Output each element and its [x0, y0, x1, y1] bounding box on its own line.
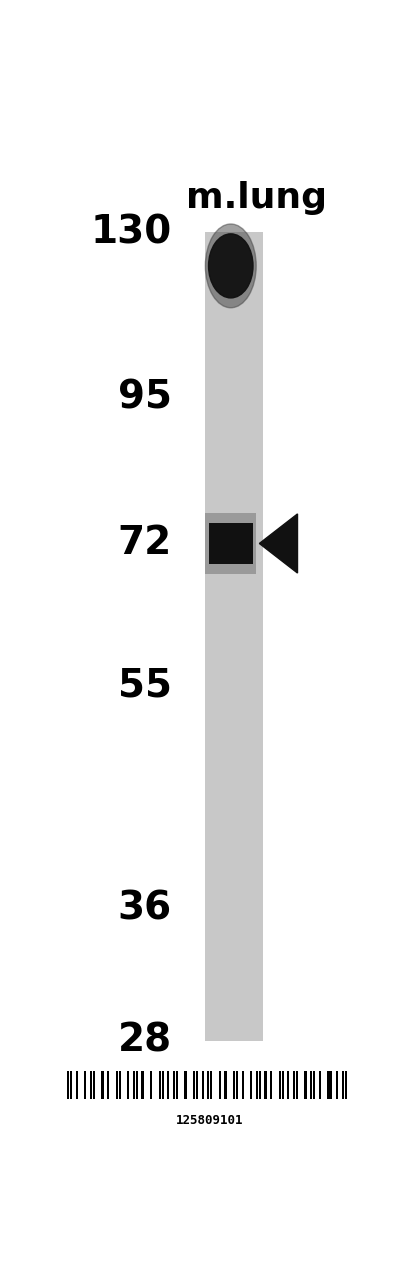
- Bar: [208, 522, 252, 564]
- Bar: [196, 1071, 198, 1098]
- Bar: [90, 1071, 92, 1098]
- Bar: [341, 1071, 343, 1098]
- Bar: [326, 1071, 329, 1098]
- Polygon shape: [259, 513, 297, 573]
- Bar: [107, 1071, 109, 1098]
- Bar: [281, 1071, 283, 1098]
- Bar: [118, 1071, 121, 1098]
- Bar: [158, 1071, 160, 1098]
- Bar: [258, 1071, 260, 1098]
- Bar: [173, 1071, 175, 1098]
- Bar: [292, 1071, 294, 1098]
- Bar: [201, 1071, 203, 1098]
- Bar: [70, 1071, 72, 1098]
- Bar: [101, 1071, 103, 1098]
- Bar: [344, 1071, 346, 1098]
- Bar: [318, 1071, 320, 1098]
- Bar: [224, 1071, 226, 1098]
- Bar: [235, 1071, 238, 1098]
- Bar: [184, 1071, 186, 1098]
- Bar: [150, 1071, 152, 1098]
- Bar: [76, 1071, 78, 1098]
- Bar: [249, 1071, 252, 1098]
- Text: 72: 72: [117, 525, 172, 562]
- Text: 95: 95: [118, 379, 172, 416]
- Bar: [295, 1071, 297, 1098]
- Bar: [310, 1071, 312, 1098]
- Bar: [304, 1071, 306, 1098]
- Bar: [232, 1071, 235, 1098]
- Bar: [241, 1071, 243, 1098]
- Text: 125809101: 125809101: [176, 1114, 243, 1126]
- Bar: [93, 1071, 95, 1098]
- Bar: [127, 1071, 129, 1098]
- Bar: [141, 1071, 143, 1098]
- Bar: [205, 513, 256, 573]
- Bar: [287, 1071, 289, 1098]
- Bar: [84, 1071, 86, 1098]
- Text: 55: 55: [118, 667, 172, 704]
- Text: 36: 36: [117, 890, 172, 927]
- Bar: [193, 1071, 195, 1098]
- Bar: [329, 1071, 332, 1098]
- Ellipse shape: [208, 234, 252, 298]
- Bar: [218, 1071, 220, 1098]
- Bar: [207, 1071, 209, 1098]
- Bar: [133, 1071, 135, 1098]
- Bar: [255, 1071, 257, 1098]
- Bar: [161, 1071, 163, 1098]
- Bar: [335, 1071, 337, 1098]
- Bar: [67, 1071, 69, 1098]
- Text: m.lung: m.lung: [185, 180, 326, 215]
- Bar: [270, 1071, 272, 1098]
- Bar: [205, 233, 262, 1041]
- Text: 130: 130: [90, 214, 172, 251]
- Bar: [264, 1071, 266, 1098]
- Bar: [278, 1071, 280, 1098]
- Bar: [135, 1071, 137, 1098]
- Bar: [175, 1071, 178, 1098]
- Bar: [312, 1071, 315, 1098]
- Bar: [210, 1071, 212, 1098]
- Text: 28: 28: [117, 1021, 172, 1060]
- Bar: [167, 1071, 169, 1098]
- Ellipse shape: [205, 224, 256, 307]
- Bar: [115, 1071, 118, 1098]
